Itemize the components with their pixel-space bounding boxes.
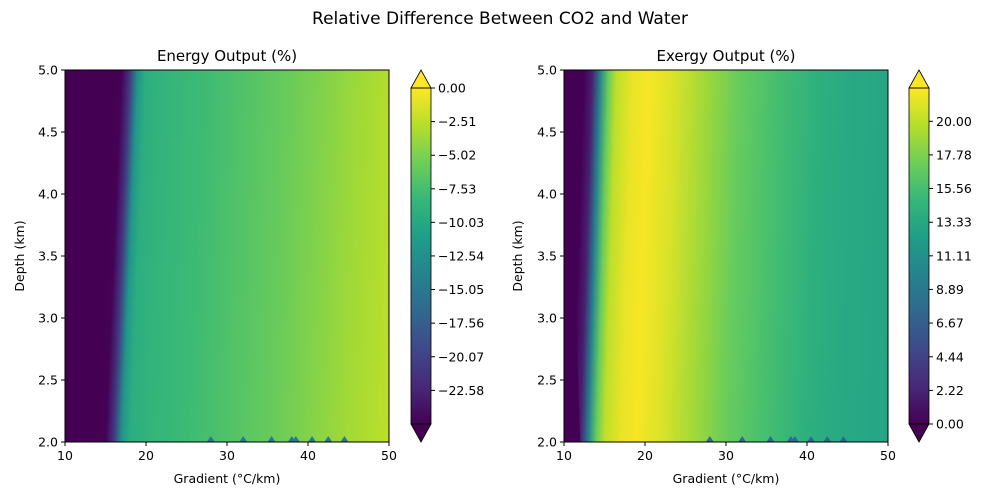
energy-colorbar-tick-label: −7.53: [438, 181, 476, 196]
exergy-colorbar-tick-label: 0.00: [936, 417, 964, 432]
exergy-low-region: [564, 70, 581, 442]
exergy-x-tick-label: 20: [637, 448, 653, 463]
energy-colorbar-tick-label: −20.07: [438, 349, 484, 364]
energy-bottom-artifact: [324, 436, 333, 442]
energy-panel-title: Energy Output (%): [157, 47, 297, 65]
exergy-bottom-artifact: [807, 436, 816, 442]
energy-colorbar-extend-max: [410, 69, 432, 89]
energy-x-tick-label: 10: [57, 448, 73, 463]
exergy-colorbar-tick-label: 17.78: [936, 147, 972, 162]
energy-x-tick-label: 50: [381, 448, 397, 463]
energy-bottom-artifact: [308, 436, 317, 442]
exergy-y-tick-label: 4.5: [537, 125, 557, 140]
exergy-bottom-artifact: [790, 436, 799, 442]
energy-x-tick-label: 30: [219, 448, 235, 463]
figure-title: Relative Difference Between CO2 and Wate…: [312, 9, 688, 29]
exergy-y-tick-label: 3.0: [537, 311, 557, 326]
exergy-x-tick-label: 30: [718, 448, 734, 463]
energy-colorbar-tick-label: −2.51: [438, 114, 476, 129]
exergy-bottom-artifact: [823, 436, 832, 442]
exergy-y-tick-label: 5.0: [537, 63, 557, 78]
exergy-x-tick-label: 10: [556, 448, 572, 463]
energy-colorbar-extend-min: [410, 423, 432, 443]
energy-colorbar-tick-label: −12.54: [438, 248, 484, 263]
energy-y-tick-label: 3.5: [38, 249, 58, 264]
energy-x-tick-label: 20: [138, 448, 154, 463]
energy-bottom-artifact: [267, 436, 276, 442]
energy-colorbar-tick-label: −22.58: [438, 383, 484, 398]
energy-low-region: [65, 70, 106, 442]
energy-x-tick-label: 40: [300, 448, 316, 463]
energy-colorbar: 0.00 −2.51 −5.02 −7.53 −10.03 −12.54 −15.05 −17…: [410, 69, 484, 443]
energy-colorbar-tick-label: −5.02: [438, 148, 476, 163]
exergy-colorbar-tick-label: 4.44: [936, 349, 964, 364]
exergy-y-tick-label: 4.0: [537, 187, 557, 202]
exergy-colorbar-fill: [909, 88, 929, 424]
exergy-bottom-artifact: [738, 436, 747, 442]
exergy-colorbar-tick-label: 2.22: [936, 383, 964, 398]
energy-y-axis-label: Depth (km): [12, 220, 27, 291]
exergy-bottom-artifact: [839, 436, 848, 442]
exergy-colorbar-tick-label: 6.67: [936, 316, 964, 331]
exergy-colorbar-tick-label: 13.33: [936, 215, 972, 230]
energy-y-tick-label: 4.0: [38, 187, 58, 202]
energy-y-tick-label: 2.5: [38, 373, 58, 388]
energy-heatmap-field: [65, 70, 389, 442]
energy-x-axis-label: Gradient (°C/km): [174, 471, 281, 486]
exergy-panel-title: Exergy Output (%): [656, 47, 795, 65]
energy-colorbar-fill: [411, 88, 431, 424]
energy-bottom-artifact: [206, 436, 215, 442]
exergy-x-tick-label: 50: [880, 448, 896, 463]
energy-panel: Energy Output (%) Gradient (°C/km) Depth…: [12, 47, 484, 486]
exergy-heatmap-field: [564, 70, 888, 442]
exergy-y-tick-label: 2.0: [537, 435, 557, 450]
exergy-y-tick-label: 3.5: [537, 249, 557, 264]
energy-bottom-artifact: [340, 436, 349, 442]
exergy-y-tick-label: 2.5: [537, 373, 557, 388]
exergy-bottom-artifact: [766, 436, 775, 442]
exergy-x-axis-label: Gradient (°C/km): [673, 471, 780, 486]
energy-y-tick-label: 4.5: [38, 125, 58, 140]
exergy-colorbar-extend-max: [908, 69, 930, 89]
energy-y-tick-label: 5.0: [38, 63, 58, 78]
exergy-heatmap: [564, 70, 888, 442]
exergy-colorbar-tick-label: 15.56: [936, 181, 972, 196]
energy-colorbar-tick-label: −15.05: [438, 282, 484, 297]
exergy-colorbar-tick-label: 20.00: [936, 114, 972, 129]
energy-y-tick-label: 3.0: [38, 311, 58, 326]
energy-colorbar-tick-label: −17.56: [438, 316, 484, 331]
exergy-y-axis-label: Depth (km): [510, 220, 525, 291]
energy-heatmap: [65, 70, 389, 442]
energy-bottom-artifact: [239, 436, 248, 442]
exergy-colorbar-tick-label: 8.89: [936, 282, 964, 297]
exergy-colorbar-tick-label: 11.11: [936, 248, 972, 263]
energy-colorbar-tick-label: 0.00: [438, 81, 466, 96]
energy-bottom-artifact: [291, 436, 300, 442]
energy-y-tick-label: 2.0: [38, 435, 58, 450]
exergy-colorbar: 20.00 17.78 15.56 13.33 11.11 8.89 6.67 4.44 2.2…: [908, 69, 972, 443]
exergy-bottom-artifact: [705, 436, 714, 442]
exergy-panel: Exergy Output (%) Gradient (°C/km) Depth…: [510, 47, 972, 486]
energy-colorbar-tick-label: −10.03: [438, 215, 484, 230]
exergy-colorbar-extend-min: [908, 423, 930, 443]
exergy-x-tick-label: 40: [799, 448, 815, 463]
